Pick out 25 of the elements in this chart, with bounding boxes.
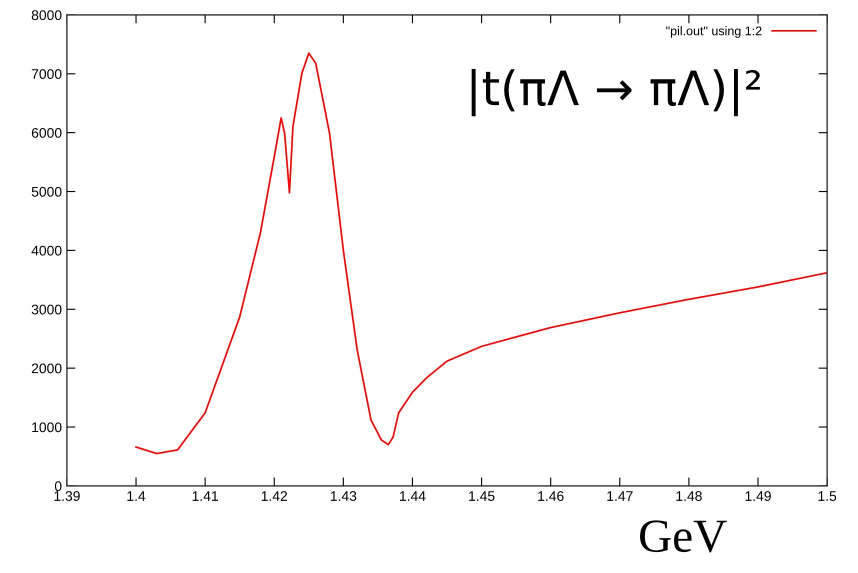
x-tick-label: 1.49 bbox=[746, 491, 771, 501]
x-tick-label: 1.46 bbox=[538, 491, 564, 501]
x-tick-label: 1.42 bbox=[262, 491, 288, 501]
annotation: |t(πΛ → πΛ)|² bbox=[472, 69, 760, 116]
y-tick-label: 4000 bbox=[31, 246, 62, 256]
y-tick-label: 1000 bbox=[32, 422, 62, 432]
x-axis-title: GeV bbox=[640, 520, 727, 552]
y-tick-label: 6000 bbox=[32, 128, 62, 138]
x-tick-label: 1.39 bbox=[54, 491, 80, 501]
x-tick-label: 1.47 bbox=[607, 491, 633, 501]
legend-label: "pil.out" using 1:2 bbox=[666, 26, 762, 38]
x-tick-label: 1.48 bbox=[676, 491, 702, 501]
x-tick-label: 1.45 bbox=[469, 491, 495, 501]
y-tick-label: 7000 bbox=[32, 69, 62, 79]
x-tick-label: 1.4 bbox=[127, 491, 146, 501]
y-tick-label: 3000 bbox=[32, 304, 62, 314]
x-tick-label: 1.5 bbox=[818, 491, 836, 501]
x-tick-label: 1.44 bbox=[400, 491, 426, 501]
y-tick-label: 0 bbox=[54, 481, 62, 492]
y-tick-label: 2000 bbox=[32, 363, 62, 374]
x-tick-label: 1.41 bbox=[192, 491, 218, 501]
y-tick-label: 8000 bbox=[32, 10, 62, 20]
x-tick-label: 1.43 bbox=[330, 491, 356, 501]
line-series bbox=[135, 52, 828, 454]
y-tick-label: 5000 bbox=[32, 186, 62, 197]
